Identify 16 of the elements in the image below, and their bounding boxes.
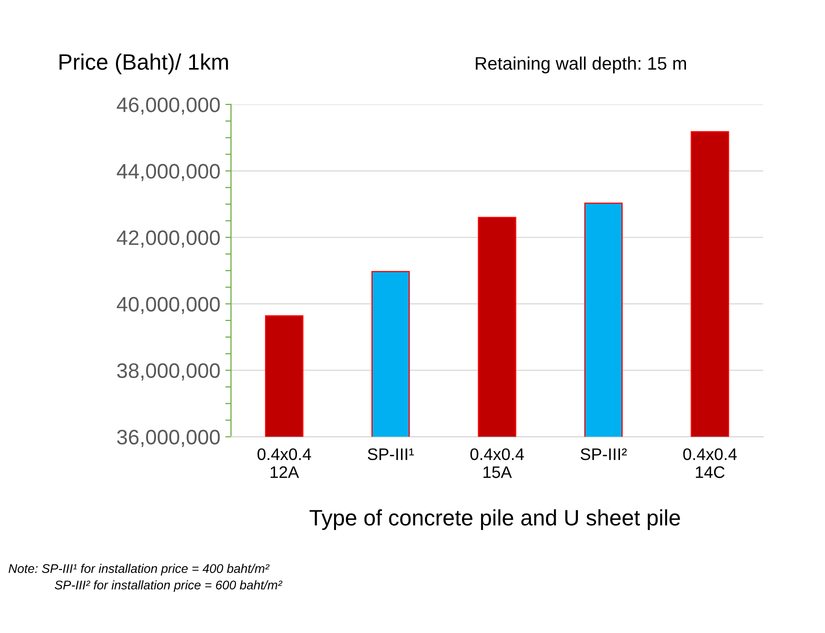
y-tick-label: 46,000,000 (116, 97, 220, 115)
x-tick-label: 0.4x0.4 15A (470, 448, 524, 478)
x-tick-label: SP-III¹ (368, 448, 414, 460)
chart-subtitle: Retaining wall depth: 15 m (476, 56, 686, 74)
y-tick-label: 38,000,000 (117, 363, 220, 381)
y-tick-label: 36,000,000 (117, 430, 220, 447)
x-tick-label: 0.4x0.4 14C (683, 448, 737, 478)
y-tick-label: 42,000,000 (116, 230, 220, 248)
y-tick-label: 44,000,000 (116, 164, 220, 182)
text: SP-III² for installation price = 600 baht/m² (54, 580, 282, 592)
y-axis-title: Price (Baht)/ 1km (60, 54, 228, 74)
x-tick-label: 0.4x0.4 12A (258, 448, 312, 478)
x-tick-label: SP-III² (580, 448, 627, 460)
x-axis-title: Type of concrete pile and U sheet pile (310, 509, 680, 530)
text: Note: SP-III¹ for installation price = 400 baht/m² (8, 564, 270, 576)
y-tick-label: 40,000,000 (116, 296, 220, 314)
